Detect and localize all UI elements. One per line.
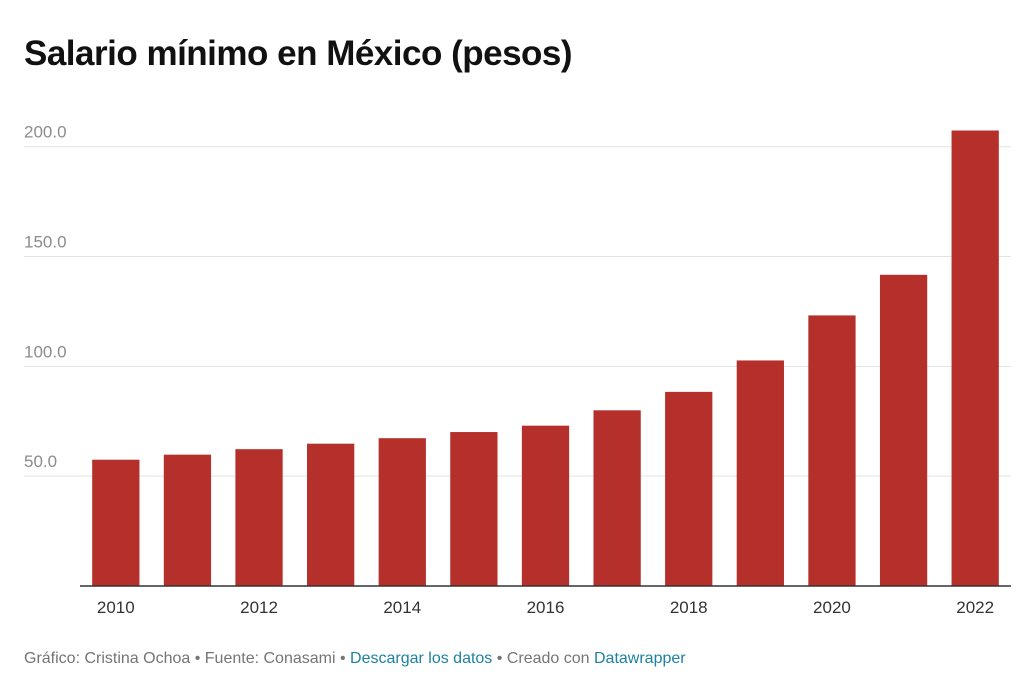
datawrapper-link[interactable]: Datawrapper (593, 650, 686, 667)
x-tick-label: 2018 (670, 598, 708, 617)
bar-2022[interactable] (951, 130, 999, 586)
bar-2019[interactable] (736, 360, 784, 586)
x-tick-label: 2022 (956, 598, 994, 617)
bar-2015[interactable] (450, 432, 498, 586)
x-tick-label: 2010 (97, 598, 135, 617)
bar-2020[interactable] (808, 315, 856, 586)
bar-2011[interactable] (163, 454, 212, 586)
bar-2012[interactable] (235, 449, 283, 586)
x-axis-labels: 2010 2012 2014 2016 2018 2020 2022 (97, 598, 994, 617)
y-tick-label: 200.0 (24, 123, 67, 142)
gridlines (24, 146, 1011, 477)
y-tick-label: 50.0 (24, 452, 57, 471)
bar-2017[interactable] (593, 410, 641, 586)
bar-2018[interactable] (665, 391, 713, 586)
x-tick-label: 2012 (240, 598, 278, 617)
x-tick-label: 2014 (383, 598, 421, 617)
bar-2014[interactable] (378, 438, 426, 586)
footer-separator: • (492, 650, 507, 667)
footer-separator: • (335, 650, 351, 667)
bars (92, 130, 999, 586)
created-with-text: Creado con (506, 650, 594, 667)
bar-2016[interactable] (521, 425, 570, 586)
y-tick-label: 150.0 (24, 233, 67, 252)
x-tick-label: 2016 (527, 598, 565, 617)
footer-separator: • (190, 650, 205, 667)
bar-2010[interactable] (92, 459, 140, 586)
chart-footer: Gráfico: Cristina Ochoa • Fuente: Conasa… (24, 650, 686, 668)
download-data-link[interactable]: Descargar los datos (350, 650, 493, 667)
source-credit: Fuente: Conasami (204, 650, 336, 667)
bar-chart: 50.0 100.0 150.0 200.0 2010 2012 2014 2016 2018… (24, 123, 1011, 617)
author-credit: Gráfico: Cristina Ochoa (24, 650, 191, 667)
y-tick-label: 100.0 (24, 342, 67, 361)
x-tick-label: 2020 (813, 598, 851, 617)
y-axis-labels: 50.0 100.0 150.0 200.0 (24, 123, 67, 471)
chart-title: Salario mínimo en México (pesos) (24, 34, 573, 73)
bar-2021[interactable] (879, 274, 928, 586)
bar-2013[interactable] (307, 443, 355, 586)
